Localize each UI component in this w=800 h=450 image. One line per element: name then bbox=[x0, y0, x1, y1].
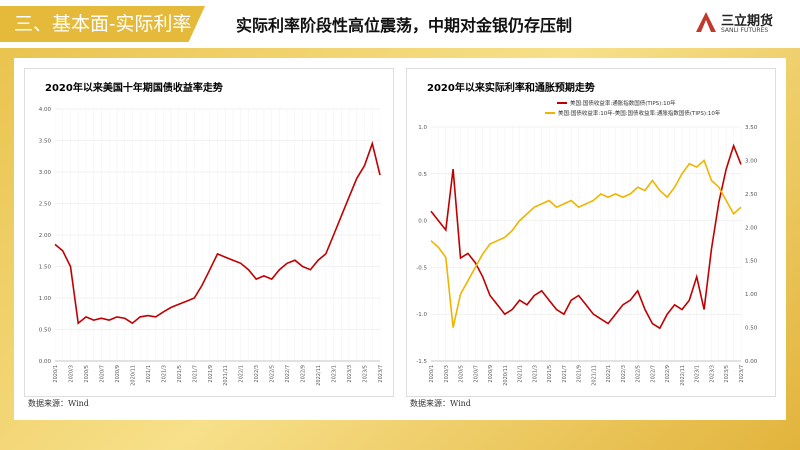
x-tick-label: 2022/3 bbox=[621, 365, 627, 383]
legend-label: 美国:国债收益率:10年-美国:国债收益率:通胀指数国债(TIPS):10年 bbox=[558, 109, 721, 117]
x-tick-label: 2020/9 bbox=[115, 365, 121, 383]
logo-en: SANLI FUTURES bbox=[721, 27, 769, 34]
x-tick-label: 2022/9 bbox=[665, 365, 671, 383]
x-tick-label: 2023/5 bbox=[363, 365, 369, 383]
y-tick-label: 1.0 bbox=[418, 125, 427, 131]
y2-tick-label: 0.50 bbox=[745, 326, 758, 332]
x-tick-label: 2021/5 bbox=[177, 365, 183, 383]
x-tick-label: 2020/5 bbox=[459, 365, 465, 383]
logo-cn: 三立期货 bbox=[721, 14, 774, 29]
x-tick-label: 2020/7 bbox=[473, 365, 479, 383]
x-tick-label: 2020/5 bbox=[84, 365, 90, 383]
x-tick-label: 2021/9 bbox=[577, 365, 583, 383]
y-tick-label: 3.50 bbox=[39, 139, 52, 145]
section-title: 三、基本面-实际利率 bbox=[0, 6, 205, 42]
x-tick-label: 2023/5 bbox=[724, 365, 730, 383]
source: 数据来源：Wind bbox=[410, 399, 471, 408]
x-tick-label: 2020/3 bbox=[68, 365, 74, 383]
x-tick-label: 2021/5 bbox=[547, 365, 553, 383]
chart-title: 2020年以来美国十年期国债收益率走势 bbox=[45, 81, 223, 94]
x-tick-label: 2023/1 bbox=[695, 365, 701, 383]
y-tick-label: -1.0 bbox=[416, 312, 427, 318]
y-tick-label: 0.00 bbox=[39, 359, 52, 365]
x-tick-label: 2022/7 bbox=[650, 365, 656, 383]
y-tick-label: -0.5 bbox=[416, 265, 427, 271]
chart-title: 2020年以来实际利率和通胀预期走势 bbox=[427, 81, 595, 94]
x-tick-label: 2023/7 bbox=[739, 365, 745, 383]
x-tick-label: 2021/9 bbox=[208, 365, 214, 383]
y-tick-label: 1.00 bbox=[39, 296, 52, 302]
series-line bbox=[430, 143, 742, 330]
y2-tick-label: 3.00 bbox=[745, 158, 758, 164]
y-tick-label: -1.5 bbox=[416, 359, 427, 365]
logo-icon bbox=[696, 12, 716, 32]
x-tick-label: 2020/7 bbox=[99, 365, 105, 383]
x-tick-label: 2022/7 bbox=[285, 365, 291, 383]
x-tick-label: 2021/3 bbox=[532, 365, 538, 383]
x-tick-label: 2022/11 bbox=[680, 365, 686, 386]
x-tick-label: 2022/1 bbox=[239, 365, 245, 383]
y-tick-label: 1.50 bbox=[39, 265, 52, 271]
x-tick-label: 2021/1 bbox=[518, 365, 524, 383]
content: 2020年以来美国十年期国债收益率走势 0.00 0.50 1.00 1.50 2.00 2… bbox=[14, 58, 786, 420]
chart: 2020年以来美国十年期国债收益率走势 0.00 0.50 1.00 1.50 2.00 2… bbox=[39, 81, 384, 386]
x-tick-label: 2021/7 bbox=[562, 365, 568, 383]
y-tick-label: 2.00 bbox=[39, 233, 52, 239]
y-tick-label: 0.0 bbox=[418, 219, 427, 225]
series-line bbox=[54, 140, 381, 325]
x-tick-label: 2022/5 bbox=[270, 365, 276, 383]
x-tick-label: 2020/9 bbox=[488, 365, 494, 383]
chart-card: 2020年以来实际利率和通胀预期走势 -1.5 -1.0 -0.5 0.0 0.5 1.0 0… bbox=[406, 68, 776, 397]
chart-card: 2020年以来美国十年期国债收益率走势 0.00 0.50 1.00 1.50 2.00 2… bbox=[24, 68, 394, 397]
source: 数据来源：Wind bbox=[28, 399, 89, 408]
x-tick-label: 2021/11 bbox=[223, 365, 229, 386]
x-tick-label: 2023/3 bbox=[709, 365, 715, 383]
legend-label: 美国:国债收益率:通胀指数国债(TIPS):10年 bbox=[570, 99, 676, 107]
x-tick-label: 2022/9 bbox=[301, 365, 307, 383]
x-tick-label: 2020/1 bbox=[429, 365, 435, 383]
x-tick-label: 2020/11 bbox=[130, 365, 136, 386]
y2-tick-label: 2.00 bbox=[745, 225, 758, 231]
series-line bbox=[430, 159, 742, 328]
slide-title: 实际利率阶段性高位震荡，中期对金银仍存压制 bbox=[236, 16, 573, 35]
x-tick-label: 2022/11 bbox=[316, 365, 322, 386]
y2-tick-label: 2.50 bbox=[745, 192, 758, 198]
y-tick-label: 2.50 bbox=[39, 202, 52, 208]
x-tick-label: 2021/3 bbox=[161, 365, 167, 383]
x-tick-label: 2021/7 bbox=[192, 365, 198, 383]
x-tick-label: 2023/7 bbox=[378, 365, 384, 383]
y-tick-label: 0.50 bbox=[39, 328, 52, 334]
x-tick-label: 2023/1 bbox=[332, 365, 338, 383]
x-tick-label: 2020/1 bbox=[53, 365, 59, 383]
chart: 2020年以来实际利率和通胀预期走势-1.5-1.0-0.50.00.51.00… bbox=[416, 81, 758, 386]
x-tick-label: 2021/11 bbox=[591, 365, 597, 386]
header-bar: 三、基本面-实际利率 实际利率阶段性高位震荡，中期对金银仍存压制 三立期货 SA… bbox=[0, 0, 800, 48]
y-tick-label: 0.5 bbox=[418, 172, 427, 178]
x-tick-label: 2023/3 bbox=[347, 365, 353, 383]
y2-tick-label: 1.00 bbox=[745, 292, 758, 298]
x-tick-label: 2022/1 bbox=[606, 365, 612, 383]
x-tick-label: 2022/3 bbox=[254, 365, 260, 383]
x-tick-label: 2020/11 bbox=[503, 365, 509, 386]
y2-tick-label: 0.00 bbox=[745, 359, 758, 365]
x-tick-label: 2020/3 bbox=[444, 365, 450, 383]
x-tick-label: 2021/1 bbox=[146, 365, 152, 383]
y2-tick-label: 1.50 bbox=[745, 259, 758, 265]
x-tick-label: 2022/5 bbox=[636, 365, 642, 383]
y-tick-label: 3.00 bbox=[39, 170, 52, 176]
y2-tick-label: 3.50 bbox=[745, 125, 758, 131]
y-tick-label: 4.00 bbox=[39, 107, 52, 113]
